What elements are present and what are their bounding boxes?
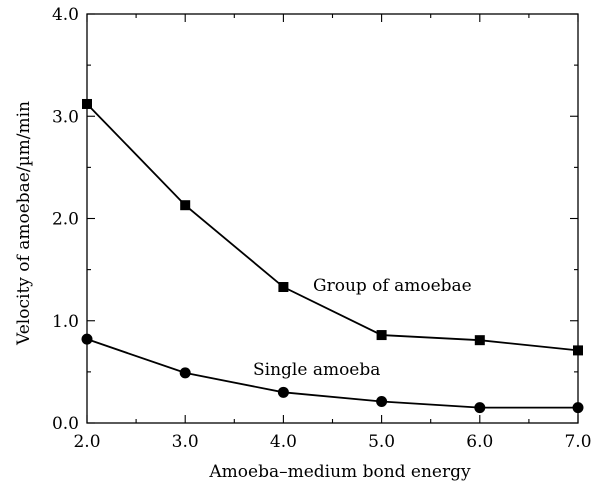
data-point-single-amoeba [376,396,388,408]
data-point-group-of-amoebae [180,200,191,211]
y-tick-label: 2.0 [52,210,79,230]
data-point-single-amoeba [277,386,289,398]
data-point-single-amoeba [572,402,584,414]
x-tick-label: 5.0 [368,432,395,452]
data-point-single-amoeba [474,402,486,414]
y-axis-ticks: 0.0 1.0 2.0 3.0 4.0 [52,5,578,434]
data-point-group-of-amoebae [376,330,387,341]
series-label-single-amoeba: Single amoeba [253,360,380,380]
x-axis-ticks: 2.0 3.0 4.0 5.0 6.0 7.0 [73,14,592,452]
y-tick-label: 1.0 [52,312,79,332]
data-point-single-amoeba [81,333,93,345]
series-layer [81,98,584,414]
x-tick-label: 3.0 [172,432,199,452]
x-tick-label: 4.0 [270,432,297,452]
x-tick-label: 6.0 [466,432,493,452]
data-point-single-amoeba [179,367,191,379]
x-tick-label: 7.0 [564,432,591,452]
data-point-group-of-amoebae [278,282,289,293]
data-point-group-of-amoebae [474,335,485,346]
y-axis-title: Velocity of amoebae/µm/min [14,101,34,346]
y-tick-label: 3.0 [52,107,79,127]
series-line-single-amoeba [86,338,578,409]
y-tick-label: 0.0 [52,414,79,434]
y-tick-label: 4.0 [52,5,79,25]
data-point-group-of-amoebae [573,345,583,356]
data-point-group-of-amoebae [82,98,92,109]
x-axis-title: Amoeba–medium bond energy [208,462,471,482]
series-label-group-of-amoebae: Group of amoebae [313,276,472,296]
series-line-group-of-amoebae [86,103,579,352]
x-tick-label: 2.0 [73,432,100,452]
